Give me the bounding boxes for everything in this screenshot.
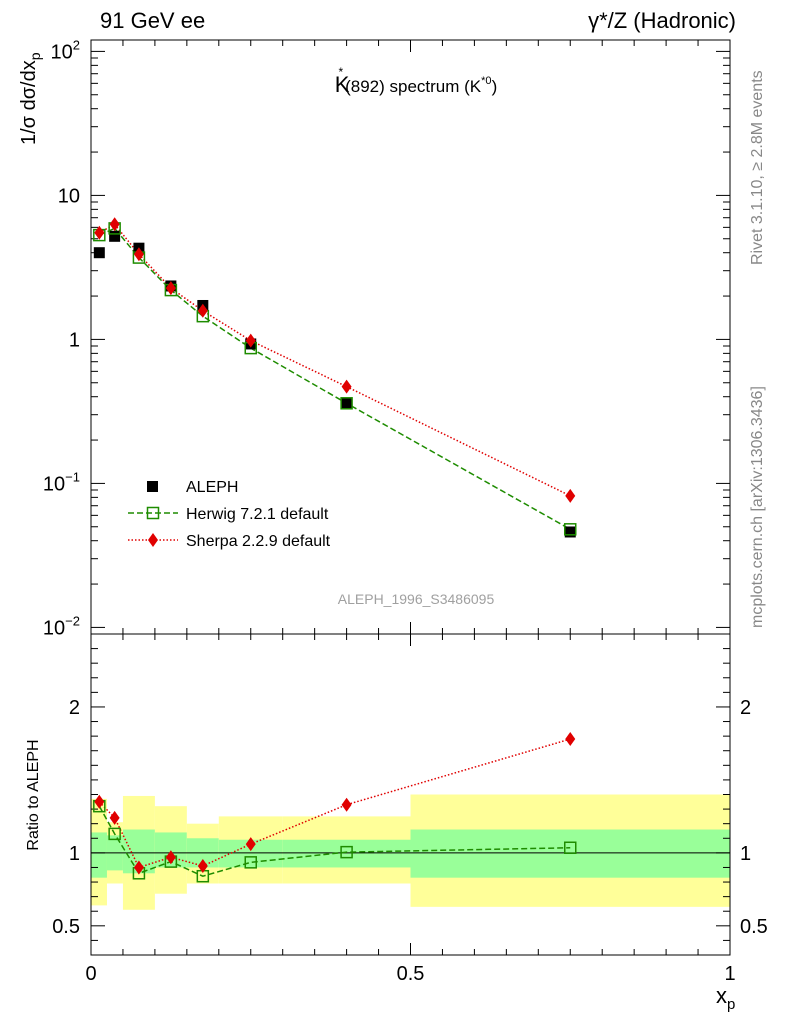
legend: ALEPH Herwig 7.2.1 default Sherpa 2.2.9 … [128, 479, 331, 550]
y-tick-label-0: 10−2 [43, 613, 80, 639]
ratio-point-sherpa-3 [165, 850, 176, 865]
header-left: 91 GeV ee [100, 8, 205, 33]
main-point-sherpa-6 [341, 379, 352, 394]
rivet-note: Rivet 3.1.10, ≥ 2.8M events [749, 70, 766, 265]
ratio-point-sherpa-0 [94, 794, 105, 809]
main-point-data-6 [341, 397, 353, 409]
plot-title: K*(892) spectrum (K*0) [335, 65, 497, 97]
main-point-sherpa-1 [109, 217, 120, 232]
x-axis-label-sub: p [727, 996, 735, 1013]
band-inner-6 [282, 839, 411, 868]
x-axis-label: xp [716, 983, 735, 1013]
ratio-point-herwig-5 [244, 856, 257, 869]
ratio-point-herwig-7 [564, 841, 577, 855]
main-point-sherpa-3 [165, 281, 176, 296]
y-tick-label-base-1: 10 [43, 473, 65, 495]
main-point-sherpa-2 [133, 247, 144, 262]
x-tick-label-1: 0.5 [397, 963, 425, 985]
legend-marker-herwig [146, 506, 160, 520]
ratio-uncertainty-bands [91, 794, 730, 910]
main-point-sherpa-7 [565, 488, 576, 503]
legend-label-herwig: Herwig 7.2.1 default [186, 506, 329, 523]
main-point-data-0 [93, 247, 105, 259]
y-tick-label-base-2: 1 [69, 329, 80, 351]
r-tick-label-right-0: 0.5 [740, 916, 768, 938]
band-inner-0 [91, 832, 107, 878]
plot-title-main: K [335, 72, 350, 97]
y-tick-label-exp-0: −2 [65, 613, 80, 628]
ratio-point-sherpa-7 [565, 732, 576, 747]
main-line-herwig [99, 227, 571, 530]
y-tick-label-4: 102 [51, 37, 80, 63]
y-axis-label-main: 1/σ dσ/dx [18, 60, 40, 145]
analysis-watermark: ALEPH_1996_S3486095 [338, 591, 495, 607]
main-point-herwig-7 [564, 523, 577, 536]
main-point-sherpa-4 [197, 303, 208, 318]
ratio-point-sherpa-5 [245, 837, 256, 852]
y-axis-label: 1/σ dσ/dxp [18, 52, 43, 145]
y-tick-label-1: 10−1 [43, 469, 80, 495]
legend-label-aleph: ALEPH [186, 479, 238, 496]
y-axis-label-sub: p [27, 52, 43, 60]
x-axis-label-main: x [716, 983, 727, 1008]
r-tick-label-left-0: 0.5 [52, 916, 80, 938]
legend-label-sherpa: Sherpa 2.2.9 default [186, 533, 331, 550]
y-tick-label-base-0: 10 [43, 617, 65, 639]
ratio-point-sherpa-2 [133, 860, 144, 875]
header-right: γ*/Z (Hadronic) [588, 8, 736, 33]
data-series [93, 217, 577, 883]
y-tick-label-base-4: 10 [51, 41, 73, 63]
ratio-point-herwig-6 [340, 845, 353, 859]
ratio-point-herwig-1 [108, 827, 121, 841]
legend-marker-sherpa [148, 533, 158, 547]
r-tick-label-right-1: 1 [740, 843, 751, 865]
r-tick-label-right-2: 2 [740, 697, 751, 719]
main-line-sherpa [98, 223, 571, 497]
ratio-point-sherpa-6 [341, 797, 352, 812]
plot-title-mid: (892) spectrum (K [345, 77, 482, 96]
ratio-line-herwig [98, 805, 571, 878]
ratio-axis-label: Ratio to ALEPH [25, 739, 42, 850]
main-point-data-7 [564, 526, 576, 538]
legend-marker-aleph [147, 481, 158, 492]
mcplots-note: mcplots.cern.ch [arXiv:1306.3436] [749, 386, 766, 628]
r-tick-label-left-1: 1 [69, 843, 80, 865]
plot-title-end: ) [492, 77, 498, 96]
y-tick-label-exp-1: −1 [65, 469, 80, 484]
r-tick-label-left-2: 2 [69, 697, 80, 719]
ratio-point-sherpa-1 [109, 810, 120, 825]
y-tick-label-base-3: 10 [58, 185, 80, 207]
ratio-point-sherpa-4 [197, 858, 208, 873]
plot-title-sup2: *0 [481, 75, 491, 87]
main-point-sherpa-0 [94, 225, 105, 240]
y-tick-label-3: 10 [58, 185, 80, 207]
y-tick-label-exp-4: 2 [73, 37, 80, 52]
main-point-herwig-6 [340, 397, 353, 410]
y-tick-label-2: 1 [69, 329, 80, 351]
x-tick-label-0: 0 [85, 963, 96, 985]
main-point-data-1 [109, 230, 121, 242]
plot-title-sup: * [338, 65, 343, 79]
x-tick-label-2: 1 [724, 963, 735, 985]
main-point-sherpa-5 [245, 333, 256, 348]
